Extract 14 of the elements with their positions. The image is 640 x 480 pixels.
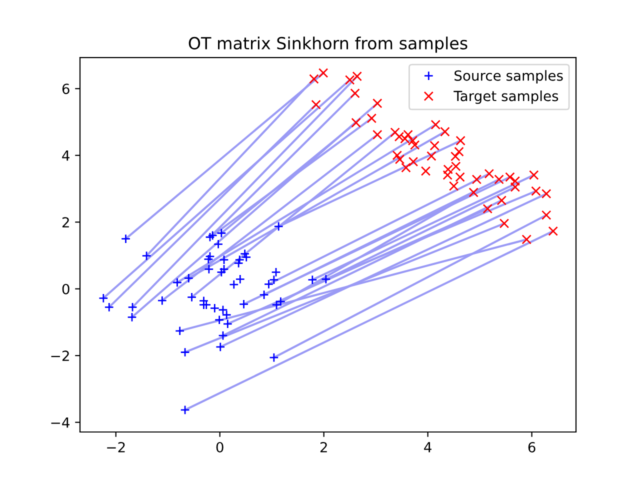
chart-title: OT matrix Sinkhorn from samples [188,36,468,53]
x-tick-label: 2 [320,442,327,452]
y-tick-label: −4 [51,417,70,428]
y-tick-label: 0 [62,284,70,294]
x-tick-label: 6 [528,442,536,452]
legend-label: Target samples [454,90,558,104]
y-tick-label: 4 [62,150,70,161]
x-tick-label: −2 [107,442,125,452]
legend-label: Source samples [454,70,563,84]
x-tick-label: 0 [216,442,224,452]
y-tick-label: −2 [51,350,69,361]
x-tick-label: 4 [424,442,432,452]
y-tick-label: 2 [62,217,69,228]
y-tick-label: 6 [62,84,70,94]
